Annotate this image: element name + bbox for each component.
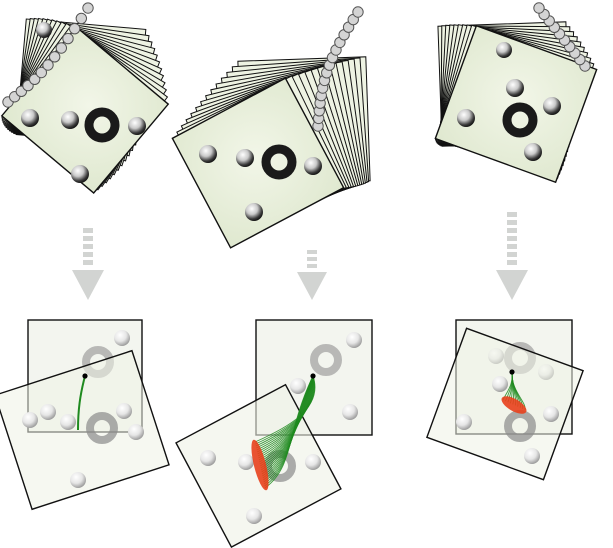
bead-faint xyxy=(114,330,130,346)
front-card-middle xyxy=(171,77,345,249)
bead xyxy=(506,79,524,97)
down-arrow-icon xyxy=(496,212,528,300)
trajectory-line xyxy=(77,375,86,431)
bead-faint xyxy=(200,450,216,466)
bead-faint xyxy=(290,378,306,394)
trajectory-fan xyxy=(254,375,316,489)
bead xyxy=(496,42,512,58)
bead-faint xyxy=(524,448,540,464)
stack-left xyxy=(0,2,170,194)
bead-group-left xyxy=(21,22,146,183)
overlay-right xyxy=(426,319,584,481)
corner-marker xyxy=(352,6,364,18)
bead-group-overlay-left xyxy=(22,403,144,488)
bead-faint xyxy=(246,508,262,524)
ring-faint xyxy=(504,410,536,442)
bead xyxy=(199,145,217,163)
corner-marker xyxy=(55,42,68,54)
trajectory-line xyxy=(264,375,314,489)
down-arrow-icon xyxy=(72,228,104,300)
endpoint-cluster xyxy=(251,439,269,491)
bead xyxy=(36,22,52,38)
endpoint-cluster xyxy=(501,396,527,414)
bead-faint xyxy=(543,406,559,422)
bead xyxy=(524,143,542,161)
bead-group-right xyxy=(457,42,561,161)
corner-marker xyxy=(62,32,74,45)
ring-target xyxy=(84,107,120,143)
bead-faint xyxy=(492,376,508,392)
ring-target xyxy=(261,144,297,180)
marker-chain-left xyxy=(2,2,94,108)
corner-marker xyxy=(68,22,81,35)
bead xyxy=(61,111,79,129)
marker-chain-middle xyxy=(312,6,364,132)
bead xyxy=(304,157,322,175)
bead-faint xyxy=(70,472,86,488)
bead-faint xyxy=(60,414,76,430)
bead-faint xyxy=(342,404,358,420)
corner-marker xyxy=(533,2,545,14)
rotated-frame xyxy=(0,349,170,511)
bead xyxy=(245,203,263,221)
bead-faint xyxy=(128,424,144,440)
bead-faint xyxy=(116,403,132,419)
bead xyxy=(457,109,475,127)
bead xyxy=(21,109,39,127)
pivot-dot xyxy=(310,373,316,379)
marker-chain-right xyxy=(533,2,591,72)
ring-faint xyxy=(86,412,118,444)
bead-faint xyxy=(346,332,362,348)
down-arrow-icon xyxy=(297,250,327,300)
bead xyxy=(236,149,254,167)
overlay-middle xyxy=(175,319,373,548)
bead-group-middle xyxy=(199,144,322,221)
overlay-left xyxy=(0,319,170,511)
bead-group-overlay-right xyxy=(456,376,559,464)
corner-marker xyxy=(42,59,54,71)
bead-faint xyxy=(456,414,472,430)
corner-marker xyxy=(35,66,48,79)
bead xyxy=(543,97,561,115)
bead xyxy=(128,117,146,135)
bead-faint xyxy=(22,412,38,428)
corner-marker xyxy=(28,73,41,86)
pivot-dot xyxy=(82,373,88,379)
ring-faint xyxy=(310,344,342,376)
bead-faint xyxy=(238,454,254,470)
corner-marker xyxy=(75,12,88,25)
stack-middle xyxy=(171,6,371,249)
corner-marker xyxy=(48,51,61,63)
bead-faint xyxy=(40,404,56,420)
bead xyxy=(71,165,89,183)
bead-faint xyxy=(305,454,321,470)
stack-right xyxy=(434,2,598,184)
pivot-dot xyxy=(509,369,515,375)
corner-marker xyxy=(82,2,94,14)
ring-target xyxy=(502,102,538,138)
